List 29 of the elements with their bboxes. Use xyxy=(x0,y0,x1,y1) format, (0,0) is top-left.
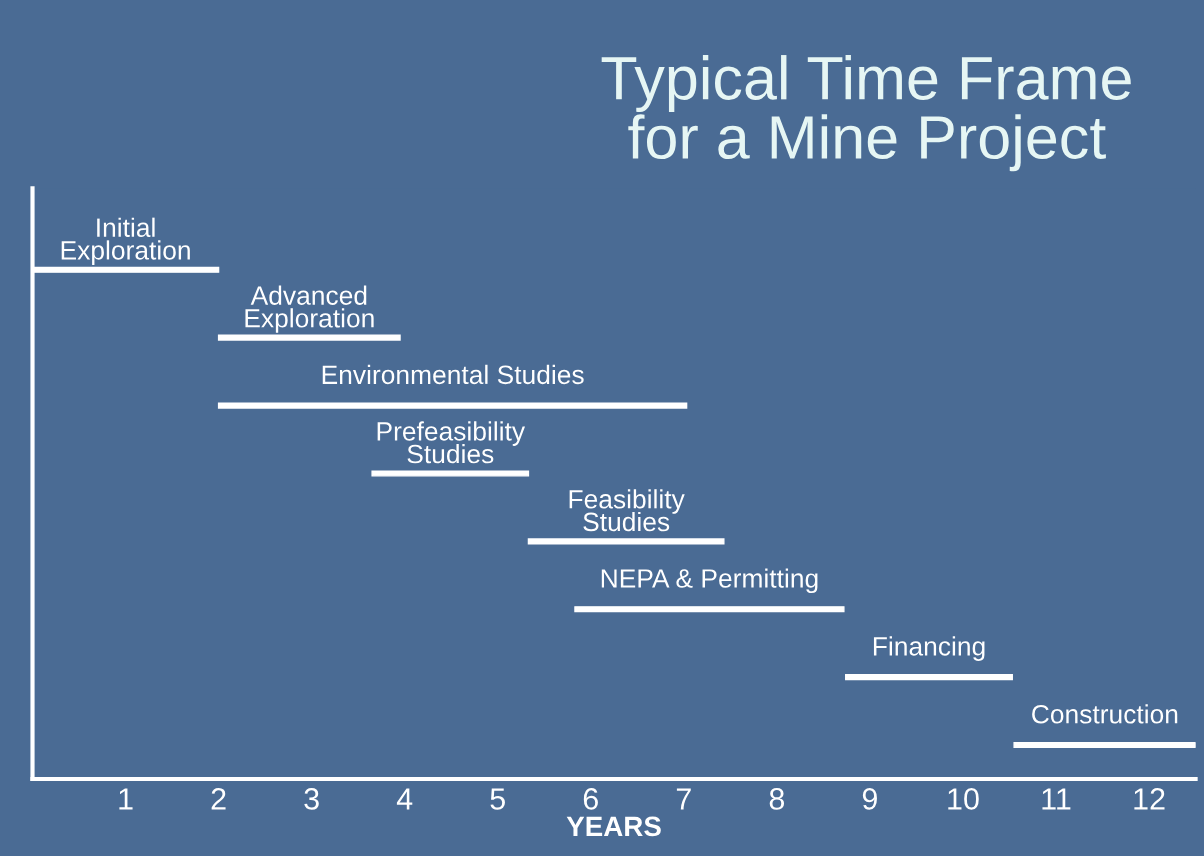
bar xyxy=(527,538,725,545)
bar xyxy=(574,606,845,613)
y-tick-label: Prefeasibility Studies xyxy=(377,421,526,464)
y-tick-label: Feasibility Studies xyxy=(569,489,685,532)
bar xyxy=(217,334,401,341)
bar xyxy=(217,402,688,409)
y-tick-label: Financing xyxy=(873,636,985,661)
x-tick-label: 11 xyxy=(1042,788,1071,810)
bar xyxy=(1013,741,1196,749)
x-tick-label: 4 xyxy=(396,788,413,810)
x-axis-title: YEARS xyxy=(566,816,661,837)
x-tick-label: 10 xyxy=(948,788,979,810)
x-tick-label: 5 xyxy=(490,788,505,810)
x-tick-label: 12 xyxy=(1134,788,1165,810)
y-tick-label: Environmental Studies xyxy=(322,364,584,385)
y-tick-label: Initial Exploration xyxy=(61,217,190,265)
chart-title: Typical Time Frame for a Mine Project xyxy=(601,55,1131,172)
bar xyxy=(845,674,1013,681)
x-tick-label: 3 xyxy=(304,788,319,810)
x-tick-label: 6 xyxy=(583,788,598,810)
y-tick-label: NEPA & Permitting xyxy=(601,568,818,594)
x-tick-label: 2 xyxy=(211,788,226,810)
x-tick-label: 9 xyxy=(862,788,877,810)
x-tick-label: 8 xyxy=(769,788,785,810)
y-tick-label: Construction xyxy=(1032,704,1178,724)
bar xyxy=(371,470,530,477)
y-tick-label: Advanced Exploration xyxy=(245,285,374,333)
x-tick-label: 1 xyxy=(119,788,133,810)
x-tick-label: 7 xyxy=(676,788,691,810)
